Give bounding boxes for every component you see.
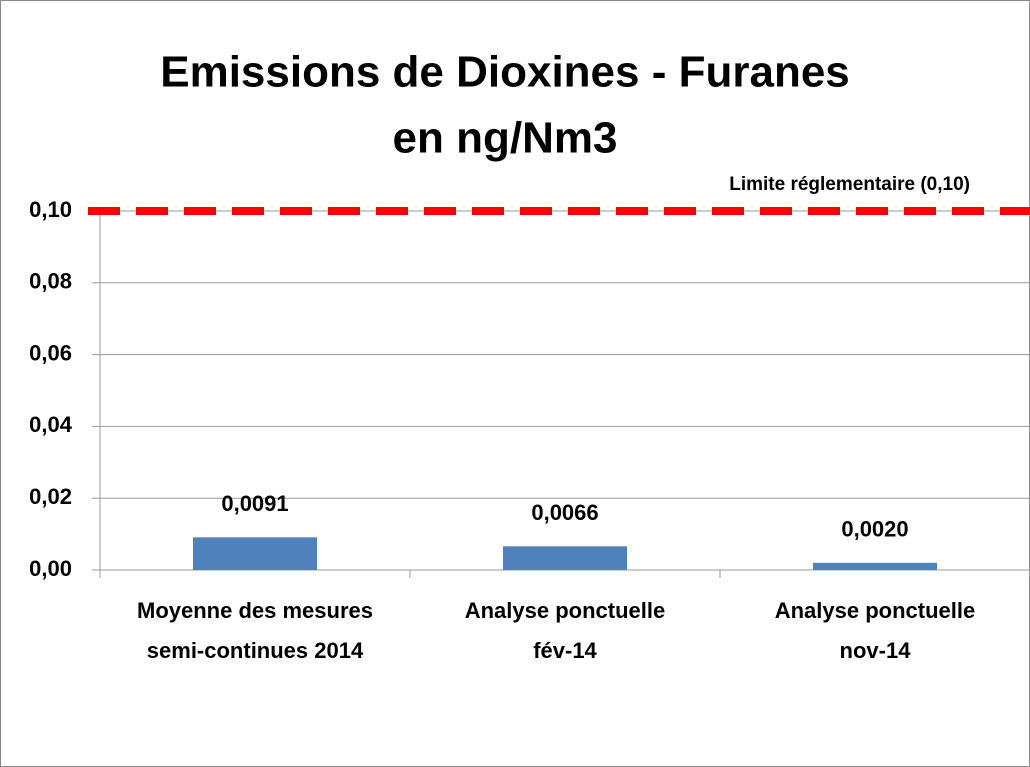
y-tick-label: 0,04 <box>29 412 73 437</box>
x-tick-label: Moyenne des mesures <box>137 598 373 623</box>
chart-title: Emissions de Dioxines - Furanes <box>160 48 850 97</box>
chart-title: en ng/Nm3 <box>393 114 618 163</box>
value-label: 0,0091 <box>221 491 288 516</box>
x-tick-label: Analyse ponctuelle <box>775 598 976 623</box>
x-tick-label: nov-14 <box>840 638 912 663</box>
bar <box>503 546 627 570</box>
value-label: 0,0020 <box>841 517 908 542</box>
x-tick-label: fév-14 <box>533 638 597 663</box>
bar <box>813 562 937 570</box>
y-tick-label: 0,00 <box>29 556 72 581</box>
y-tick-label: 0,10 <box>29 197 72 222</box>
y-tick-label: 0,08 <box>29 269 72 294</box>
bar <box>193 537 317 570</box>
value-label: 0,0066 <box>531 500 598 525</box>
reference-label: Limite réglementaire (0,10) <box>729 174 970 195</box>
y-tick-label: 0,02 <box>29 484 72 509</box>
y-tick-label: 0,06 <box>29 340 72 365</box>
x-tick-label: Analyse ponctuelle <box>465 598 666 623</box>
x-tick-label: semi-continues 2014 <box>147 638 364 663</box>
